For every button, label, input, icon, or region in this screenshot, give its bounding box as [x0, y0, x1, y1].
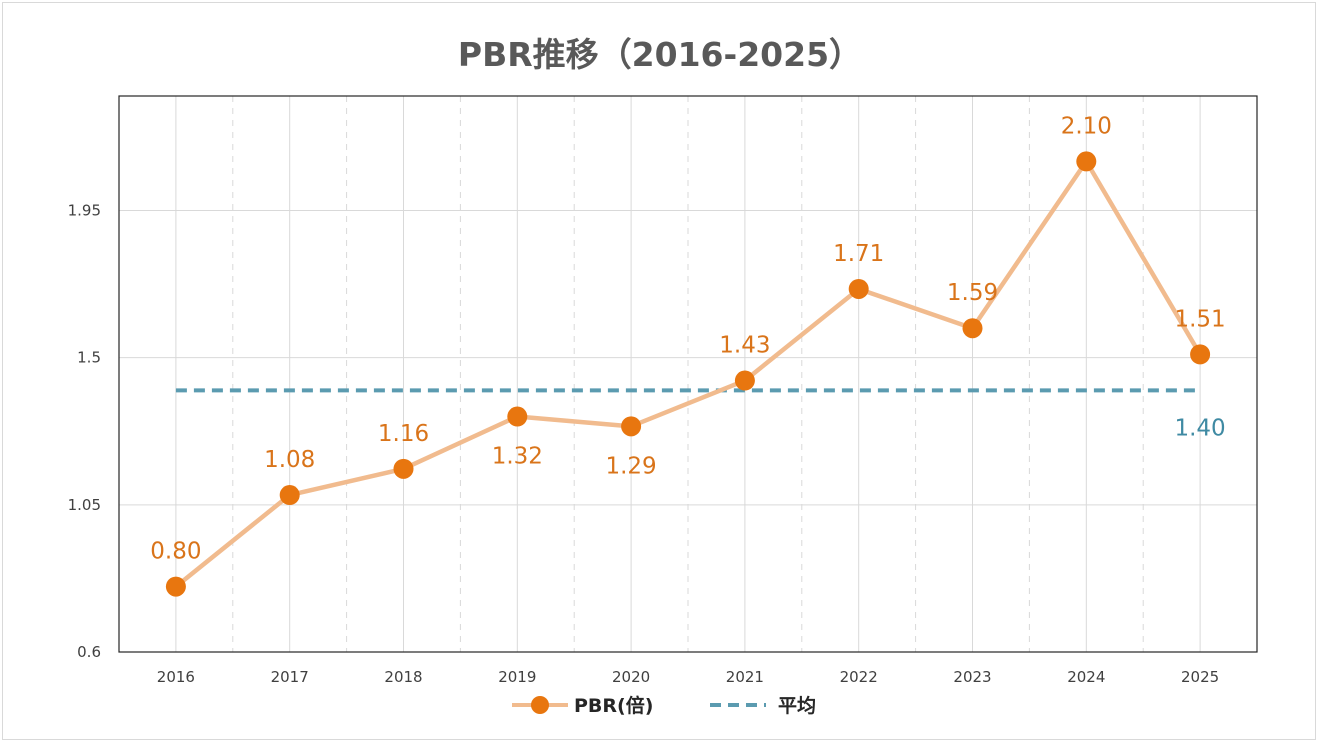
- pbr-line: [174, 159, 1203, 589]
- pbr-marker: [734, 370, 755, 391]
- pbr-marker: [848, 278, 869, 299]
- grid-layer: [119, 96, 1257, 652]
- x-tick-label: 2019: [498, 668, 536, 686]
- x-tick-label: 2022: [840, 668, 878, 686]
- pbr-data-label: 1.71: [833, 241, 884, 267]
- x-tick-label: 2017: [271, 668, 309, 686]
- x-tick-label: 2016: [157, 668, 195, 686]
- x-axis-ticks: 2016 2017 2018 2019 2020 2021 2022 2023 2024 2025: [157, 668, 1219, 686]
- pbr-data-label: 1.59: [947, 280, 998, 306]
- legend-average-label: 平均: [778, 694, 816, 717]
- y-tick-label: 1.05: [68, 496, 101, 514]
- pbr-data-label: 1.16: [378, 421, 429, 447]
- pbr-data-label: 1.43: [719, 333, 770, 359]
- pbr-marker: [621, 416, 642, 437]
- pbr-data-label: 0.80: [150, 539, 201, 565]
- legend-pbr-marker: [531, 696, 549, 714]
- plot-area-border: [118, 95, 1258, 653]
- pbr-data-label: 2.10: [1061, 113, 1112, 139]
- y-tick-label: 1.95: [68, 201, 101, 219]
- y-axis-ticks: 0.6 1.05 1.5 1.95: [68, 201, 101, 661]
- pbr-marker: [165, 576, 186, 597]
- pbr-marker: [1190, 344, 1211, 365]
- x-tick-label: 2025: [1181, 668, 1219, 686]
- chart-title: PBR推移（2016-2025）: [457, 35, 863, 74]
- pbr-data-label: 1.08: [264, 447, 315, 473]
- legend[interactable]: PBR(倍) 平均: [512, 694, 816, 717]
- x-tick-label: 2024: [1067, 668, 1105, 686]
- pbr-series: [165, 151, 1211, 597]
- pbr-marker: [279, 485, 300, 506]
- y-tick-label: 1.5: [77, 349, 101, 367]
- x-tick-label: 2023: [953, 668, 991, 686]
- pbr-marker: [1076, 151, 1097, 172]
- x-tick-label: 2018: [384, 668, 422, 686]
- data-labels: 0.80 1.08 1.16 1.32 1.29 1.43 1.71 1.59 2.10 1.51: [150, 113, 1225, 564]
- y-tick-label: 0.6: [77, 643, 101, 661]
- pbr-marker: [393, 458, 414, 479]
- x-tick-label: 2020: [612, 668, 650, 686]
- pbr-data-label: 1.32: [492, 444, 543, 470]
- legend-pbr-label: PBR(倍): [574, 694, 653, 717]
- average-label: 1.40: [1174, 415, 1225, 441]
- x-tick-label: 2021: [726, 668, 764, 686]
- pbr-data-label: 1.29: [605, 453, 656, 479]
- pbr-data-label: 1.51: [1174, 306, 1225, 332]
- pbr-marker: [962, 318, 983, 339]
- average-series: 1.40: [175, 388, 1226, 441]
- pbr-marker: [507, 406, 528, 427]
